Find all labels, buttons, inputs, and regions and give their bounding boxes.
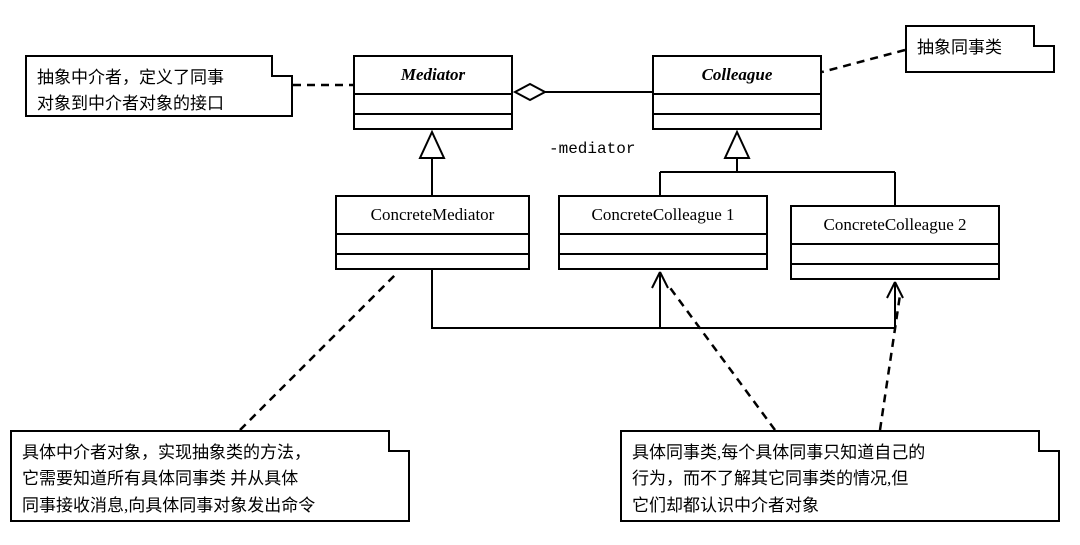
note-line: 它们却都认识中介者对象: [632, 496, 819, 515]
uml-class-concrete-mediator: ConcreteMediator: [335, 195, 530, 270]
note-line: 具体同事类,每个具体同事只知道自己的: [632, 443, 925, 462]
uml-class-concrete-colleague-1: ConcreteColleague 1: [558, 195, 768, 270]
class-name: ConcreteColleague 1: [591, 205, 734, 225]
class-ops: [654, 115, 820, 133]
note-line: 对象到中介者对象的接口: [37, 94, 224, 113]
uml-class-concrete-colleague-2: ConcreteColleague 2: [790, 205, 1000, 280]
edge-anchor-n4b: [880, 295, 900, 430]
uml-class-colleague: Colleague: [652, 55, 822, 130]
edge-anchor-n3: [240, 275, 395, 430]
class-attrs: [337, 235, 528, 255]
class-ops: [792, 265, 998, 283]
uml-class-mediator: Mediator: [353, 55, 513, 130]
class-attrs: [654, 95, 820, 115]
class-attrs: [560, 235, 766, 255]
note-abstract-mediator: 抽象中介者，定义了同事 对象到中介者对象的接口: [25, 55, 293, 117]
note-fold-icon: [1033, 25, 1055, 47]
class-name: Mediator: [401, 65, 465, 85]
class-name: Colleague: [702, 65, 773, 85]
note-line: 具体中介者对象，实现抽象类的方法，: [22, 443, 311, 462]
note-line: 行为，而不了解其它同事类的情况,但: [632, 469, 908, 488]
edge-label-mediator: -mediator: [549, 140, 635, 158]
note-fold-icon: [1038, 430, 1060, 452]
class-ops: [355, 115, 511, 133]
edge-assoc-coll2: [660, 282, 903, 328]
class-ops: [560, 255, 766, 273]
edge-generalization-concmed: [420, 132, 444, 195]
class-attrs: [355, 95, 511, 115]
note-fold-icon: [271, 55, 293, 77]
note-line: 它需要知道所有具体同事类 并从具体: [22, 469, 298, 488]
edge-anchor-n2: [822, 50, 905, 72]
class-name: ConcreteColleague 2: [823, 215, 966, 235]
class-ops: [337, 255, 528, 273]
edge-anchor-n4a: [668, 285, 775, 430]
note-line: 抽象同事类: [917, 38, 1002, 57]
note-line: 抽象中介者，定义了同事: [37, 68, 224, 87]
class-name: ConcreteMediator: [371, 205, 495, 225]
note-concrete-mediator: 具体中介者对象，实现抽象类的方法， 它需要知道所有具体同事类 并从具体 同事接收…: [10, 430, 410, 522]
class-attrs: [792, 245, 998, 265]
note-fold-icon: [388, 430, 410, 452]
note-abstract-colleague: 抽象同事类: [905, 25, 1055, 73]
edge-assoc-coll1: [432, 270, 668, 328]
edge-aggregation: [515, 84, 652, 100]
note-line: 同事接收消息,向具体同事对象发出命令: [22, 496, 315, 515]
note-concrete-colleague: 具体同事类,每个具体同事只知道自己的 行为，而不了解其它同事类的情况,但 它们却…: [620, 430, 1060, 522]
